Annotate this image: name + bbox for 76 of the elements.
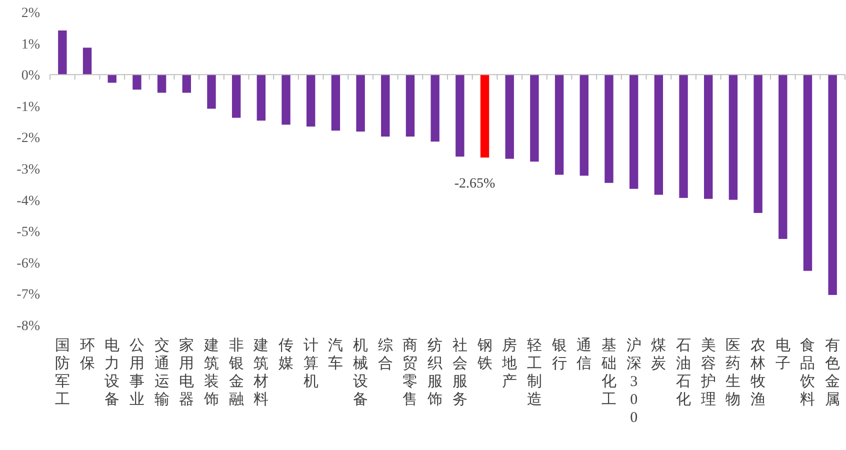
bar <box>430 74 440 142</box>
bar <box>654 74 664 195</box>
x-tick-label: 家用电器 <box>179 337 194 408</box>
bar <box>580 74 588 176</box>
bar <box>356 74 365 132</box>
y-tick-label: -4% <box>16 194 40 209</box>
bar <box>554 74 564 175</box>
bar <box>282 74 290 125</box>
bar <box>754 74 762 213</box>
y-tick-label: 1% <box>21 37 40 52</box>
x-tick-label: 电子 <box>775 337 790 372</box>
x-tick-label: 建筑装饰 <box>202 337 219 408</box>
x-tick-label: 商贸零售 <box>402 337 418 408</box>
x-tick-label: 石油石化 <box>676 338 692 408</box>
x-tick-label: 有色金属 <box>825 337 840 408</box>
bar <box>679 74 688 198</box>
bar <box>604 74 614 183</box>
bar <box>182 74 191 93</box>
y-tick-label: 2% <box>21 6 40 21</box>
x-tick-label: 银行 <box>550 338 567 372</box>
y-tick-label: -6% <box>16 256 40 272</box>
x-tick-label: 基础化工 <box>600 337 616 408</box>
x-tick-label: 食品饮料 <box>799 337 816 408</box>
x-tick-label: 综合 <box>378 337 393 372</box>
y-tick-label: -8% <box>16 319 40 334</box>
x-tick-label: 纺织服饰 <box>426 337 443 408</box>
y-tick-label: -2% <box>16 131 40 146</box>
x-tick-label: 公用事业 <box>129 337 144 408</box>
x-tick-label: 沪深300 <box>626 337 642 426</box>
bar <box>704 74 713 199</box>
bar <box>629 74 638 189</box>
x-tick-label: 机械设备 <box>353 337 368 408</box>
bar <box>456 74 464 157</box>
x-tick-label: 煤炭 <box>651 337 666 372</box>
x-tick-label: 传媒 <box>278 338 294 372</box>
bar <box>505 74 514 159</box>
x-tick-label: 轻工制造 <box>526 337 542 408</box>
bar <box>58 30 67 75</box>
bar <box>406 74 415 137</box>
bar <box>108 74 116 83</box>
bar <box>157 74 166 93</box>
x-tick-label: 交通运输 <box>154 337 170 408</box>
x-tick-label: 钢铁 <box>476 338 492 372</box>
x-tick-label: 农林牧渔 <box>750 338 766 408</box>
bar <box>256 74 266 121</box>
data-label: -2.65% <box>454 176 496 192</box>
y-tick-label: -5% <box>16 225 40 240</box>
x-tick-label: 国防军工 <box>54 338 70 408</box>
bar <box>778 74 788 239</box>
x-tick-label: 环保 <box>80 338 95 372</box>
x-tick-label: 医药生物 <box>726 338 741 408</box>
x-tick-label: 通信 <box>576 337 592 372</box>
x-tick-label: 美容护理 <box>700 337 716 408</box>
bar <box>728 74 738 200</box>
x-tick-label: 建筑材料 <box>252 337 269 408</box>
x-tick-label: 房地产 <box>501 337 518 390</box>
bar <box>480 74 490 158</box>
bar <box>803 74 812 271</box>
bar <box>232 74 241 118</box>
x-tick-label: 非银金融 <box>228 337 244 408</box>
x-tick-label: 社会服务 <box>452 337 468 408</box>
bar <box>306 74 316 127</box>
x-tick-label: 汽车 <box>328 337 344 372</box>
y-tick-label: -7% <box>16 288 40 303</box>
y-tick-label: 0% <box>21 68 40 84</box>
bar <box>207 74 216 109</box>
bar <box>132 74 142 90</box>
bar <box>530 74 539 162</box>
bar <box>82 48 92 75</box>
y-tick-label: -1% <box>16 100 40 115</box>
y-tick-label: -3% <box>16 162 40 178</box>
x-tick-label: 电力设备 <box>104 337 120 408</box>
bar <box>331 74 340 131</box>
bar <box>381 74 390 137</box>
x-tick-label: 计算机 <box>303 337 318 390</box>
bar <box>828 74 837 295</box>
